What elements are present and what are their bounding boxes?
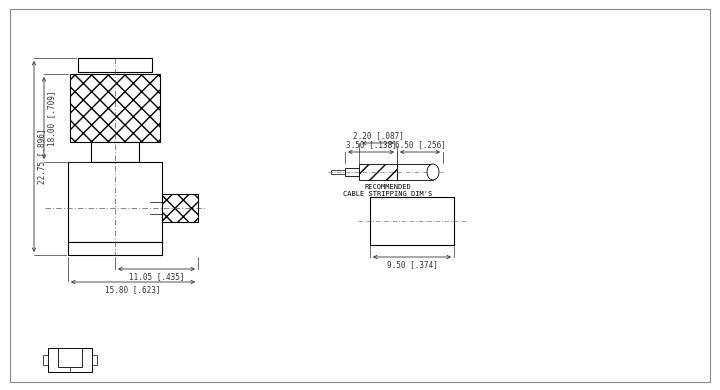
Bar [359, 164, 397, 180]
Bar [70, 74, 160, 142]
Text: 2.20 [.087]: 2.20 [.087] [353, 131, 403, 140]
Bar [68, 242, 162, 255]
Bar [58, 348, 82, 367]
Bar [397, 164, 433, 180]
Text: 22.75 [.896]: 22.75 [.896] [37, 129, 46, 184]
Bar [331, 170, 345, 174]
Ellipse shape [427, 164, 439, 180]
Text: 15.80 [.623]: 15.80 [.623] [105, 285, 161, 294]
Bar [78, 58, 152, 72]
Bar [92, 355, 97, 365]
Text: 9.50 [.374]: 9.50 [.374] [387, 260, 438, 269]
Text: RECOMMENDED
CABLE STRIPPING DIM'S: RECOMMENDED CABLE STRIPPING DIM'S [343, 184, 433, 197]
Bar [43, 355, 48, 365]
Text: 18.00 [.709]: 18.00 [.709] [47, 90, 56, 146]
Text: 3.50 [.138]: 3.50 [.138] [346, 140, 397, 149]
Bar [91, 142, 139, 162]
Bar [345, 168, 359, 176]
Bar [68, 162, 162, 242]
Bar [162, 194, 198, 222]
Text: 11.05 [.435]: 11.05 [.435] [129, 272, 184, 281]
Bar [370, 197, 454, 245]
Bar [48, 348, 92, 372]
Text: 6.50 [.256]: 6.50 [.256] [395, 140, 446, 149]
